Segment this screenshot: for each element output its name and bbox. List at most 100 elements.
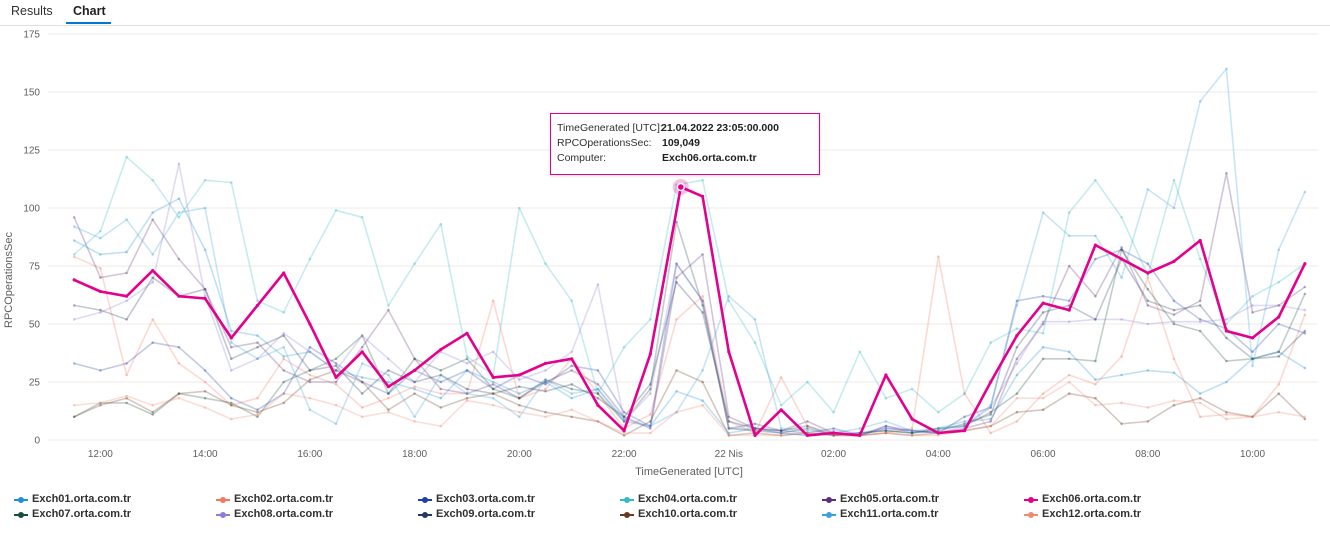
x-tick-label: 12:00 [88, 449, 113, 460]
data-point [439, 373, 443, 377]
data-point [701, 253, 704, 256]
series-line-5[interactable] [73, 172, 1306, 437]
tab-results[interactable]: Results [11, 4, 53, 18]
data-point [1120, 216, 1123, 219]
data-point [910, 387, 914, 391]
data-point [727, 420, 731, 423]
tab-chart[interactable]: Chart [73, 4, 106, 18]
series-line-2[interactable] [73, 255, 1306, 437]
data-point [1015, 345, 1019, 349]
data-point [125, 271, 128, 275]
x-tick-label: 14:00 [193, 449, 218, 460]
data-point [806, 424, 809, 428]
data-point [72, 362, 76, 365]
tooltip-row-computer: Computer: Exch06.orta.com.tr [557, 152, 757, 164]
data-point [1251, 294, 1254, 298]
data-point [256, 357, 259, 361]
data-point [832, 434, 835, 437]
data-point [282, 369, 286, 372]
data-point [151, 410, 154, 414]
data-point [727, 427, 731, 430]
data-point [1094, 318, 1097, 321]
series-line-9[interactable] [74, 258, 1306, 437]
series-line-4[interactable] [73, 156, 1306, 414]
data-point [648, 352, 652, 356]
axes: 0 25 50 75 100 125 150 175 12:00 14:00 16:00 18:00 2… [23, 30, 1265, 461]
data-point [465, 362, 469, 365]
legend-marker [624, 512, 630, 518]
data-point [596, 283, 600, 286]
data-point [779, 431, 783, 435]
data-point [1120, 257, 1124, 261]
data-point [1277, 304, 1280, 307]
legend-marker [18, 497, 24, 503]
data-point [256, 299, 259, 303]
data-point [1041, 332, 1045, 335]
data-point [1277, 355, 1280, 358]
data-point [256, 415, 259, 419]
data-point [649, 424, 652, 428]
data-point [1225, 67, 1228, 71]
data-point [1224, 329, 1228, 333]
data-point [596, 369, 600, 372]
data-point [570, 383, 573, 386]
data-point [518, 392, 521, 395]
data-point [1041, 320, 1045, 324]
data-point [72, 216, 76, 219]
data-point [779, 429, 783, 433]
data-point [491, 299, 495, 303]
data-point [806, 380, 809, 384]
data-point [805, 433, 810, 437]
data-point [465, 399, 469, 402]
data-point [203, 287, 207, 291]
data-point [701, 399, 704, 402]
series-line-1[interactable] [73, 197, 1306, 437]
data-point [1251, 311, 1254, 314]
series-line-7[interactable] [73, 221, 1306, 437]
data-point [308, 380, 312, 384]
series-line-10[interactable] [73, 369, 1306, 437]
data-point [360, 334, 364, 337]
data-point [622, 420, 626, 423]
data-point [256, 334, 259, 337]
data-point [544, 415, 547, 419]
data-point [910, 434, 914, 437]
data-point [1015, 396, 1019, 400]
data-point [72, 225, 76, 228]
data-point-tooltip: TimeGenerated [UTC]: 21.04.2022 23:05:00.… [550, 113, 820, 175]
data-point [884, 427, 888, 430]
data-point [1172, 399, 1176, 402]
data-point [1120, 248, 1123, 252]
data-point [832, 434, 835, 437]
data-point [230, 357, 233, 361]
series-line-3[interactable] [73, 249, 1306, 437]
data-point [1094, 396, 1097, 400]
series-line-8[interactable] [73, 163, 1306, 437]
data-point [622, 415, 626, 419]
data-point [1277, 280, 1280, 284]
data-point [596, 420, 600, 423]
x-tick-label: 22:00 [612, 449, 637, 460]
data-point [1146, 188, 1150, 191]
data-point [1277, 315, 1281, 319]
data-point [491, 403, 495, 407]
data-point [387, 373, 390, 377]
data-point [1015, 334, 1019, 338]
data-point [596, 387, 600, 391]
series-line-6[interactable] [73, 185, 1307, 437]
data-point [1015, 420, 1019, 423]
data-point [177, 162, 181, 166]
data-point [1225, 318, 1228, 321]
data-point [1251, 357, 1254, 361]
data-point [99, 236, 102, 240]
data-point [1225, 171, 1228, 175]
series-line-12[interactable] [74, 381, 1306, 437]
data-point [99, 253, 102, 256]
series-line-11[interactable] [73, 67, 1306, 434]
data-point [125, 294, 129, 298]
hover-point[interactable] [676, 182, 686, 192]
legend-marker [18, 512, 24, 518]
data-point [1146, 299, 1150, 303]
data-point [858, 427, 862, 430]
data-point [753, 422, 757, 426]
